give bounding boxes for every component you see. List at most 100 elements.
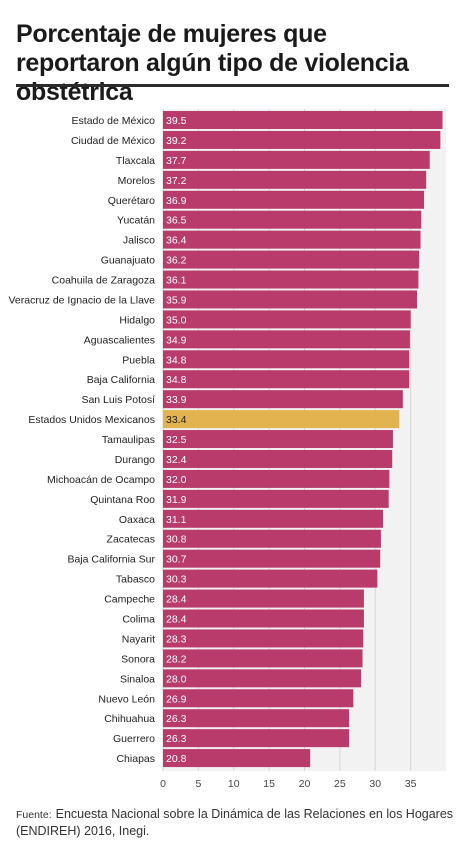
value-label: 28.3 <box>166 633 187 645</box>
category-label: Guerrero <box>113 733 155 745</box>
value-label: 34.9 <box>166 334 187 346</box>
category-label: Campeche <box>104 594 155 606</box>
bar <box>163 130 441 149</box>
bar <box>163 709 350 728</box>
bar <box>163 589 364 608</box>
bar <box>163 150 430 169</box>
category-label: Tamaulipas <box>102 434 155 446</box>
bar <box>163 210 422 229</box>
bar <box>163 669 362 688</box>
value-label: 30.3 <box>166 574 187 586</box>
bar <box>163 549 381 568</box>
category-label: Nuevo León <box>98 693 155 705</box>
value-label: 36.9 <box>166 195 187 207</box>
bar <box>163 569 378 588</box>
value-label: 34.8 <box>166 354 187 366</box>
category-label: Durango <box>115 454 155 466</box>
value-label: 28.4 <box>166 594 187 606</box>
bar <box>163 230 421 249</box>
x-tick-label: 30 <box>369 778 381 790</box>
value-label: 37.2 <box>166 175 187 187</box>
category-label: Chiapas <box>116 753 155 765</box>
bar <box>163 469 390 488</box>
value-label: 36.2 <box>166 255 187 267</box>
value-label: 35.0 <box>166 314 187 326</box>
category-label: Chihuahua <box>104 713 155 725</box>
value-label: 34.8 <box>166 374 187 386</box>
value-label: 26.3 <box>166 733 187 745</box>
highlight-bar <box>163 410 400 429</box>
value-label: 28.0 <box>166 673 187 685</box>
title-divider <box>16 84 449 87</box>
bar-chart: 0 5 10 15 20 25 30 35 Estado de México 39.5 Ciudad… <box>8 109 446 790</box>
bar <box>163 689 354 708</box>
value-label: 32.4 <box>166 454 187 466</box>
bar <box>163 489 389 508</box>
category-label: Estados Unidos Mexicanos <box>28 414 155 426</box>
category-label: Baja California Sur <box>67 554 155 566</box>
source-note: Fuente: Encuesta Nacional sobre la Dinámi… <box>16 806 456 839</box>
bar <box>163 529 381 548</box>
x-tick-label: 20 <box>299 778 311 790</box>
value-label: 31.1 <box>166 514 187 526</box>
category-label: Estado de México <box>72 115 156 127</box>
x-tick-label: 10 <box>228 778 240 790</box>
category-label: Ciudad de México <box>71 135 155 147</box>
bar <box>163 250 420 269</box>
source-label: Fuente: <box>16 809 52 821</box>
value-label: 20.8 <box>166 753 187 765</box>
bar <box>163 290 417 309</box>
bar <box>163 330 410 349</box>
value-label: 31.9 <box>166 494 187 506</box>
value-label: 36.1 <box>166 275 187 287</box>
bar <box>163 390 403 409</box>
category-label: Colima <box>122 614 155 626</box>
category-label: Querétaro <box>108 195 155 207</box>
category-label: Yucatán <box>117 215 155 227</box>
source-text: Encuesta Nacional sobre la Dinámica de l… <box>16 807 454 838</box>
bar <box>163 350 410 369</box>
value-label: 28.4 <box>166 614 187 626</box>
category-label: Puebla <box>122 354 155 366</box>
category-label: Coahuila de Zaragoza <box>52 275 155 287</box>
value-label: 33.9 <box>166 394 187 406</box>
bar <box>163 170 427 189</box>
category-label: Guanajuato <box>101 255 155 267</box>
category-label: Tlaxcala <box>116 155 155 167</box>
value-label: 39.5 <box>166 115 187 127</box>
bar <box>163 111 443 129</box>
category-label: Veracruz de Ignacio de la Llave <box>8 294 155 306</box>
bar <box>163 449 393 468</box>
category-label: Zacatecas <box>107 534 155 546</box>
value-label: 26.3 <box>166 713 187 725</box>
category-label: San Luis Potosí <box>81 394 155 406</box>
x-tick-label: 5 <box>195 778 201 790</box>
value-label: 36.5 <box>166 215 187 227</box>
category-label: Hidalgo <box>119 314 155 326</box>
chart-title: Porcentaje de mujeres que reportaron alg… <box>16 20 409 106</box>
value-label: 36.4 <box>166 235 187 247</box>
bar <box>163 629 364 648</box>
category-label: Aguascalientes <box>84 334 155 346</box>
category-label: Quintana Roo <box>90 494 155 506</box>
category-label: Baja California <box>87 374 155 386</box>
category-label: Sinaloa <box>120 673 155 685</box>
category-label: Sonora <box>121 653 155 665</box>
bar <box>163 609 364 628</box>
value-label: 28.2 <box>166 653 187 665</box>
category-label: Tabasco <box>116 574 155 586</box>
category-label: Jalisco <box>123 235 155 247</box>
category-label: Michoacán de Ocampo <box>47 474 155 486</box>
category-label: Oaxaca <box>119 514 155 526</box>
bar <box>163 749 311 768</box>
category-label: Nayarit <box>122 633 155 645</box>
value-label: 39.2 <box>166 135 187 147</box>
bar <box>163 370 410 389</box>
x-tick-label: 25 <box>334 778 346 790</box>
x-tick-label: 0 <box>160 778 166 790</box>
value-label: 30.8 <box>166 534 187 546</box>
value-label: 37.7 <box>166 155 187 167</box>
bar <box>163 310 411 329</box>
value-label: 30.7 <box>166 554 187 566</box>
bar <box>163 430 393 449</box>
